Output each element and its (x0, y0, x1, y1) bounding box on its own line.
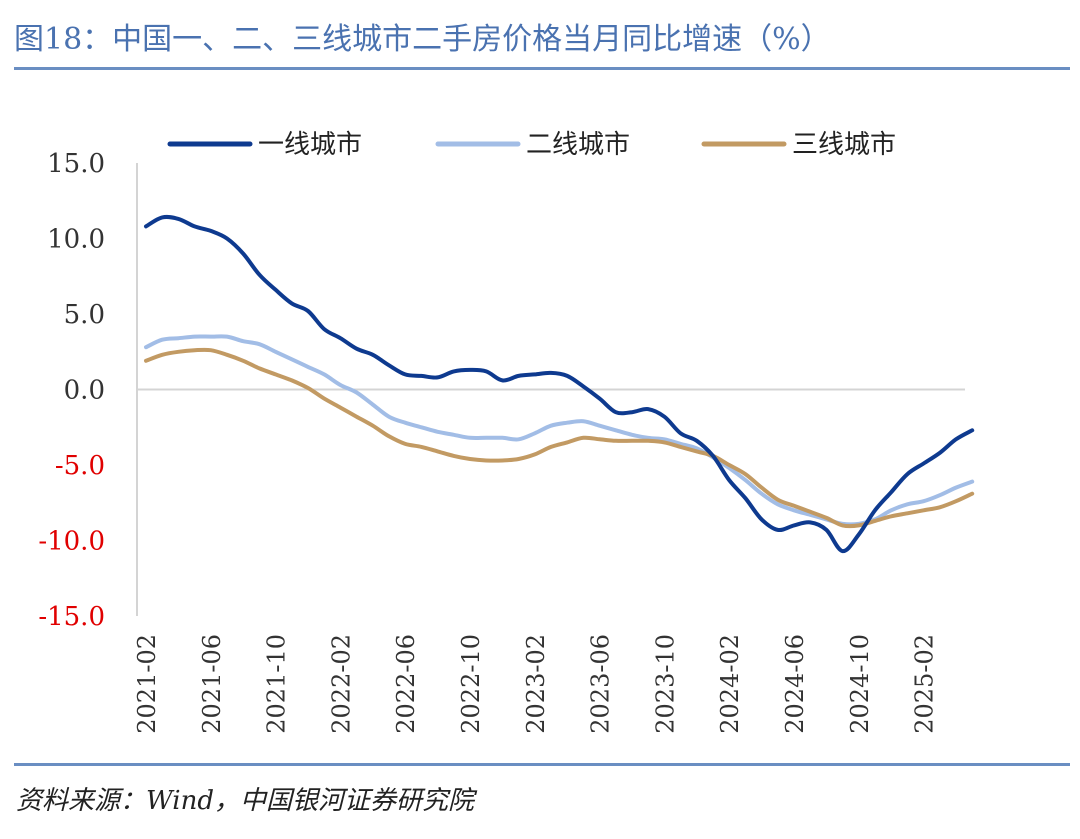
y-tick-label: -10.0 (38, 527, 105, 557)
x-tick-label: 2021-10 (263, 634, 291, 734)
x-tick-label: 2022-06 (392, 634, 420, 734)
y-tick-label: -5.0 (55, 451, 105, 481)
source-rule (14, 763, 1070, 766)
series-line-tier3 (144, 347, 975, 529)
x-tick-label: 2023-06 (587, 634, 615, 734)
y-tick-label: 5.0 (64, 300, 105, 330)
legend-label-tier2: 二线城市 (526, 130, 630, 160)
series-line-tier2 (144, 334, 975, 527)
series-line-tier1 (144, 214, 975, 554)
legend-label-tier3: 三线城市 (792, 130, 896, 160)
x-tick-label: 2024-06 (781, 634, 809, 734)
x-tick-label: 2022-02 (327, 634, 355, 734)
y-tick-label: 0.0 (64, 376, 105, 406)
x-tick-label: 2025-02 (911, 634, 939, 734)
x-tick-label: 2021-02 (133, 634, 161, 734)
y-tick-label: 10.0 (47, 225, 105, 255)
page-title: 图18：中国一、二、三线城市二手房价格当月同比增速（%） (14, 22, 831, 57)
source-note: 资料来源：Wind，中国银河证券研究院 (16, 786, 474, 816)
x-tick-label: 2023-02 (522, 634, 550, 734)
x-tick-label: 2024-10 (846, 634, 874, 734)
legend-label-tier1: 一线城市 (258, 130, 362, 160)
title-rule (14, 67, 1070, 70)
x-tick-label: 2024-02 (716, 634, 744, 734)
y-tick-label: 15.0 (47, 149, 105, 179)
x-tick-label: 2021-06 (198, 634, 226, 734)
y-tick-label: -15.0 (38, 602, 105, 632)
x-tick-label: 2023-10 (651, 634, 679, 734)
x-tick-label: 2022-10 (457, 634, 485, 734)
